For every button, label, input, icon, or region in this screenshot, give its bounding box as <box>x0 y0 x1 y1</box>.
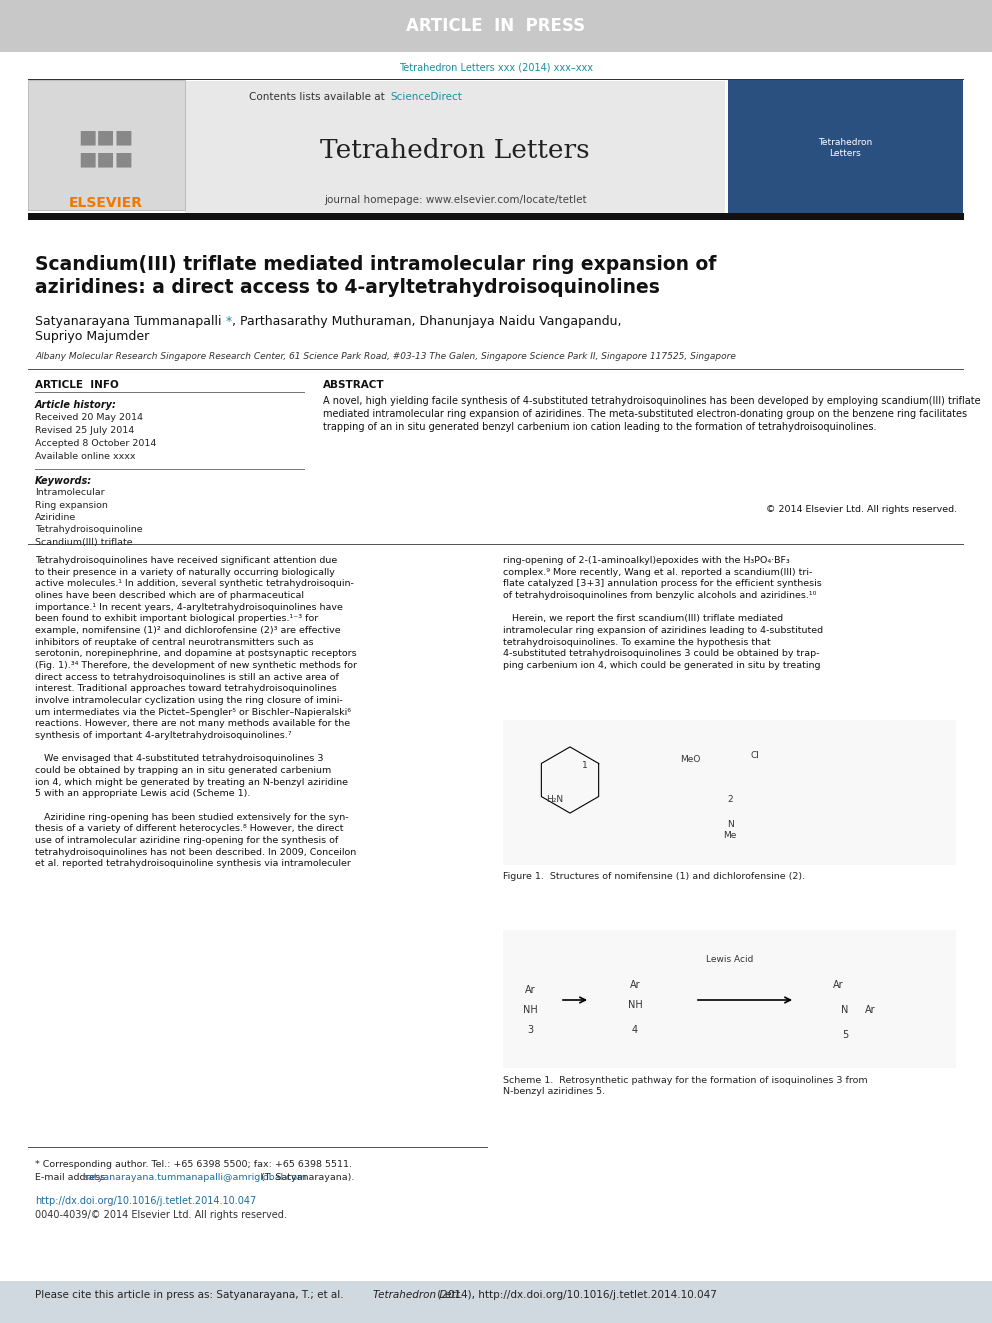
Text: ring-opening of 2-(1-aminoalkyl)epoxides with the H₃PO₄·BF₃
complex.⁹ More recen: ring-opening of 2-(1-aminoalkyl)epoxides… <box>503 556 823 669</box>
Text: Tetrahedron
Letters: Tetrahedron Letters <box>817 138 872 157</box>
Text: Ar: Ar <box>865 1005 875 1015</box>
Text: ■■■
■■■: ■■■ ■■■ <box>78 127 134 168</box>
Text: N: N <box>841 1005 849 1015</box>
Text: ScienceDirect: ScienceDirect <box>390 93 462 102</box>
Text: Supriyo Majumder: Supriyo Majumder <box>35 329 149 343</box>
Text: ARTICLE  IN  PRESS: ARTICLE IN PRESS <box>407 17 585 34</box>
Bar <box>185 81 725 218</box>
Bar <box>503 720 956 865</box>
Text: Figure 1.  Structures of nomifensine (1) and dichlorofensine (2).: Figure 1. Structures of nomifensine (1) … <box>503 872 806 881</box>
Text: Accepted 8 October 2014: Accepted 8 October 2014 <box>35 439 157 448</box>
Text: journal homepage: www.elsevier.com/locate/tetlet: journal homepage: www.elsevier.com/locat… <box>323 194 586 205</box>
Bar <box>28 78 964 79</box>
Text: 0040-4039/© 2014 Elsevier Ltd. All rights reserved.: 0040-4039/© 2014 Elsevier Ltd. All right… <box>35 1211 287 1220</box>
Text: 5: 5 <box>842 1031 848 1040</box>
Text: A novel, high yielding facile synthesis of 4-substituted tetrahydroisoquinolines: A novel, high yielding facile synthesis … <box>323 396 981 433</box>
Text: © 2014 Elsevier Ltd. All rights reserved.: © 2014 Elsevier Ltd. All rights reserved… <box>766 505 957 515</box>
Text: Ar: Ar <box>832 980 843 990</box>
Text: Satyanarayana Tummanapalli: Satyanarayana Tummanapalli <box>35 315 221 328</box>
Text: Tetrahedron Lett.: Tetrahedron Lett. <box>373 1290 463 1301</box>
Text: Aziridine: Aziridine <box>35 513 76 523</box>
Text: Ar: Ar <box>525 986 536 995</box>
Text: MeO: MeO <box>680 755 700 765</box>
Bar <box>0 0 992 52</box>
Text: E-mail address:: E-mail address: <box>35 1174 111 1181</box>
Text: 1: 1 <box>582 761 588 770</box>
Text: Scandium(III) triflate mediated intramolecular ring expansion of
aziridines: a d: Scandium(III) triflate mediated intramol… <box>35 255 716 296</box>
Text: Received 20 May 2014: Received 20 May 2014 <box>35 413 143 422</box>
Text: 3: 3 <box>527 1025 533 1035</box>
Text: Tetrahydroisoquinolines have received significant attention due
to their presenc: Tetrahydroisoquinolines have received si… <box>35 556 357 868</box>
Text: (2014), http://dx.doi.org/10.1016/j.tetlet.2014.10.047: (2014), http://dx.doi.org/10.1016/j.tetl… <box>434 1290 717 1301</box>
Text: Revised 25 July 2014: Revised 25 July 2014 <box>35 426 134 435</box>
Text: Available online xxxx: Available online xxxx <box>35 452 136 460</box>
Text: H₂N: H₂N <box>547 795 563 804</box>
Text: Keywords:: Keywords: <box>35 476 92 486</box>
Text: *: * <box>222 315 232 328</box>
Text: NH: NH <box>628 1000 643 1009</box>
Bar <box>728 79 963 216</box>
Text: Please cite this article in press as: Satyanarayana, T.; et al.: Please cite this article in press as: Sa… <box>35 1290 347 1301</box>
Text: Albany Molecular Research Singapore Research Center, 61 Science Park Road, #03-1: Albany Molecular Research Singapore Rese… <box>35 352 736 361</box>
Text: N
Me: N Me <box>723 820 737 840</box>
Text: Article history:: Article history: <box>35 400 117 410</box>
Bar <box>0 1281 992 1323</box>
Bar <box>28 79 185 210</box>
Text: Contents lists available at: Contents lists available at <box>249 93 388 102</box>
Text: * Corresponding author. Tel.: +65 6398 5500; fax: +65 6398 5511.: * Corresponding author. Tel.: +65 6398 5… <box>35 1160 352 1170</box>
Bar <box>28 213 964 220</box>
Text: Lewis Acid: Lewis Acid <box>706 955 754 964</box>
Text: Tetrahydroisoquinoline: Tetrahydroisoquinoline <box>35 525 143 534</box>
Text: satyanarayana.tummanapalli@amriglobal.com: satyanarayana.tummanapalli@amriglobal.co… <box>83 1174 307 1181</box>
Bar <box>503 930 956 1068</box>
Text: ABSTRACT: ABSTRACT <box>323 380 385 390</box>
Text: Ar: Ar <box>630 980 640 990</box>
Text: Tetrahedron Letters: Tetrahedron Letters <box>320 138 590 163</box>
Text: Scheme 1.  Retrosynthetic pathway for the formation of isoquinolines 3 from
N-be: Scheme 1. Retrosynthetic pathway for the… <box>503 1076 868 1095</box>
Text: ARTICLE  INFO: ARTICLE INFO <box>35 380 119 390</box>
Text: Tetrahedron Letters xxx (2014) xxx–xxx: Tetrahedron Letters xxx (2014) xxx–xxx <box>399 64 593 73</box>
Text: Intramolecular: Intramolecular <box>35 488 104 497</box>
Text: 4: 4 <box>632 1025 638 1035</box>
Text: 2: 2 <box>727 795 733 804</box>
Text: (T. Satyanarayana).: (T. Satyanarayana). <box>258 1174 354 1181</box>
Text: , Parthasarathy Muthuraman, Dhanunjaya Naidu Vangapandu,: , Parthasarathy Muthuraman, Dhanunjaya N… <box>232 315 622 328</box>
Text: Ring expansion: Ring expansion <box>35 500 108 509</box>
Text: ELSEVIER: ELSEVIER <box>69 196 143 210</box>
Text: Scandium(III) triflate: Scandium(III) triflate <box>35 538 133 546</box>
Text: NH: NH <box>523 1005 538 1015</box>
Text: Cl: Cl <box>751 750 760 759</box>
Text: http://dx.doi.org/10.1016/j.tetlet.2014.10.047: http://dx.doi.org/10.1016/j.tetlet.2014.… <box>35 1196 256 1207</box>
